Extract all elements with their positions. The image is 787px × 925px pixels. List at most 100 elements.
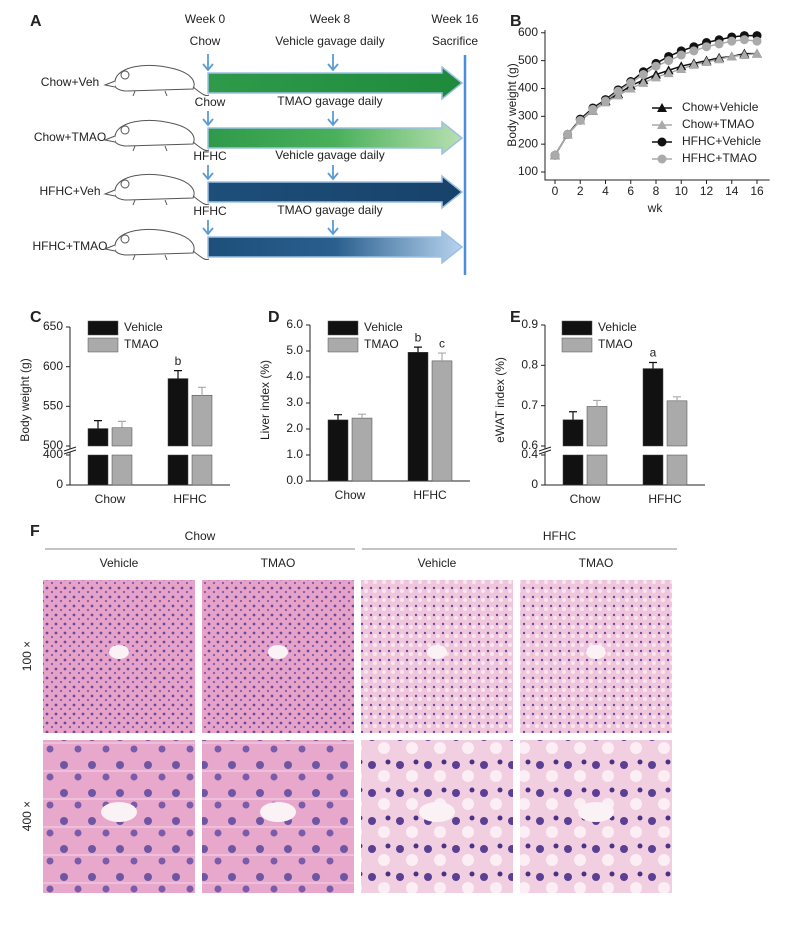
x-tick-label: 14 — [725, 184, 739, 198]
panel-label: C — [30, 309, 42, 326]
y-tick-label: 0.4 — [521, 447, 538, 461]
legend-label: Chow+Vehicle — [682, 100, 759, 114]
column-label: TMAO — [579, 556, 614, 570]
marker — [664, 56, 674, 66]
x-tick-label: 10 — [675, 184, 689, 198]
down-arrow — [327, 54, 339, 72]
panel-label: E — [510, 309, 521, 326]
column-label: TMAO — [261, 556, 296, 570]
y-tick-label: 200 — [518, 136, 538, 150]
treatment-label: TMAO gavage daily — [277, 94, 382, 108]
marker — [714, 39, 724, 49]
y-tick-label: 0.9 — [521, 317, 538, 331]
annotation: a — [650, 346, 657, 360]
y-tick-label: 300 — [518, 108, 538, 122]
group-name: HFHC+Veh — [39, 184, 100, 198]
x-tick-label: Chow — [95, 492, 126, 506]
x-tick-label: Chow — [335, 488, 366, 502]
y-tick-label: 0 — [531, 477, 538, 491]
y-tick-label: 1.0 — [286, 447, 303, 461]
error-bar — [569, 411, 577, 420]
y-tick-label: 5.0 — [286, 343, 303, 357]
marker — [638, 70, 648, 80]
bar — [167, 454, 189, 486]
marker — [702, 42, 711, 52]
y-tick-label: 3.0 — [286, 395, 303, 409]
legend-label: Chow+TMAO — [682, 117, 754, 131]
y-tick-label: 100 — [518, 164, 538, 178]
column-label: Vehicle — [100, 556, 139, 570]
marker — [701, 57, 712, 67]
error-bar — [673, 396, 681, 401]
marker — [714, 54, 725, 64]
error-bar — [593, 399, 601, 407]
timepoint: Week 0 — [185, 12, 226, 26]
legend-swatch — [327, 337, 359, 353]
x-tick-label: Chow — [570, 492, 601, 506]
marker — [601, 96, 610, 106]
y-tick-label: 0.8 — [521, 358, 538, 372]
axis-break — [63, 446, 77, 455]
y-tick-label: 6.0 — [286, 317, 303, 331]
diet-label: HFHC — [193, 149, 227, 163]
x-tick-label: 4 — [602, 184, 609, 198]
vessel — [109, 645, 129, 659]
error-bar — [94, 420, 102, 429]
timeline-arrow — [207, 65, 464, 101]
rat-icon — [104, 64, 210, 97]
group-name: Chow+TMAO — [34, 130, 106, 144]
bar — [327, 419, 349, 482]
y-tick-label: 0.0 — [286, 473, 303, 487]
vessel — [260, 802, 296, 822]
y-tick-label: 400 — [43, 447, 63, 461]
marker — [739, 35, 749, 45]
panel-label: F — [30, 523, 40, 540]
marker — [688, 59, 699, 69]
rat-icon — [104, 228, 210, 261]
marker — [739, 50, 750, 60]
bar — [562, 454, 584, 486]
group-header: Chow — [185, 529, 216, 543]
marker — [676, 50, 686, 60]
diet-label: HFHC — [193, 204, 227, 218]
diet-label: Chow — [190, 34, 221, 48]
x-tick-label: 8 — [653, 184, 660, 198]
marker — [663, 68, 674, 78]
bar — [191, 454, 213, 486]
vessel — [586, 645, 606, 659]
marker — [657, 103, 667, 112]
axis-break — [538, 446, 552, 455]
x-tick-label: 2 — [577, 184, 584, 198]
marker — [613, 86, 623, 96]
bar — [351, 417, 373, 482]
marker — [657, 154, 667, 164]
legend-label: TMAO — [124, 337, 159, 351]
magnification-label: 100 × — [20, 641, 34, 671]
x-tick-label: HFHC — [648, 492, 682, 506]
timeline-arrow — [207, 174, 464, 210]
y-tick-label: 400 — [518, 81, 538, 95]
y-axis-title: Body weight (g) — [505, 63, 519, 146]
legend-label: TMAO — [364, 337, 399, 351]
treatment-label: TMAO gavage daily — [277, 203, 382, 217]
legend-swatch — [327, 320, 359, 336]
marker — [752, 36, 762, 46]
group-name: HFHC+TMAO — [33, 239, 108, 253]
x-tick-label: HFHC — [173, 492, 207, 506]
timepoint: Week 8 — [310, 12, 351, 26]
marker — [726, 51, 737, 61]
y-tick-label: 0 — [56, 477, 63, 491]
legend-label: HFHC+Vehicle — [682, 134, 761, 148]
diet-label: Chow — [195, 95, 226, 109]
x-tick-label: 0 — [552, 184, 559, 198]
timeline-arrow — [207, 229, 464, 265]
error-bar — [118, 420, 126, 428]
x-axis-title: wk — [647, 201, 664, 215]
legend-label: Vehicle — [364, 320, 403, 334]
bar — [191, 394, 213, 447]
bar — [642, 368, 664, 447]
legend-label: Vehicle — [124, 320, 163, 334]
x-tick-label: 16 — [750, 184, 764, 198]
timepoint: Week 16 — [431, 12, 478, 26]
bar — [642, 454, 664, 486]
